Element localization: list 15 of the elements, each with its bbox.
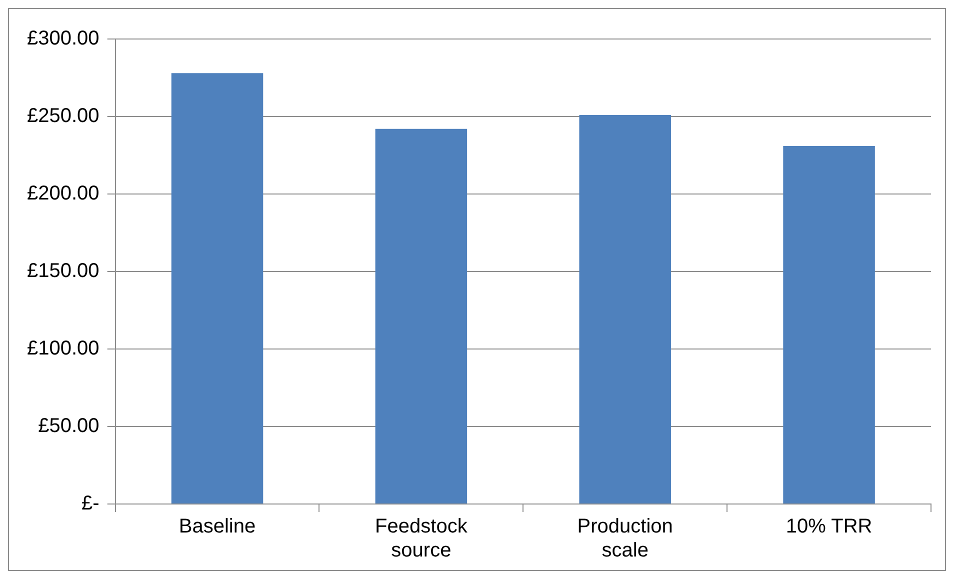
x-tick-label: Baseline bbox=[178, 516, 256, 538]
bar bbox=[171, 73, 264, 504]
y-tick-label: £50.00 bbox=[38, 415, 100, 438]
x-tick-label: Production scale bbox=[577, 516, 673, 562]
y-tick-label: £150.00 bbox=[27, 260, 100, 282]
y-tick-label: £300.00 bbox=[27, 28, 100, 50]
x-tick-label: Feedstock source bbox=[375, 516, 468, 562]
bar bbox=[783, 146, 875, 504]
bar bbox=[375, 128, 468, 504]
bar bbox=[579, 114, 671, 504]
y-tick-label: £250.00 bbox=[27, 105, 100, 128]
y-tick-label: £- bbox=[82, 492, 100, 515]
y-tick-label: £100.00 bbox=[27, 338, 100, 360]
y-tick-label: £200.00 bbox=[27, 182, 100, 205]
x-tick-label: 10% TRR bbox=[786, 516, 872, 538]
